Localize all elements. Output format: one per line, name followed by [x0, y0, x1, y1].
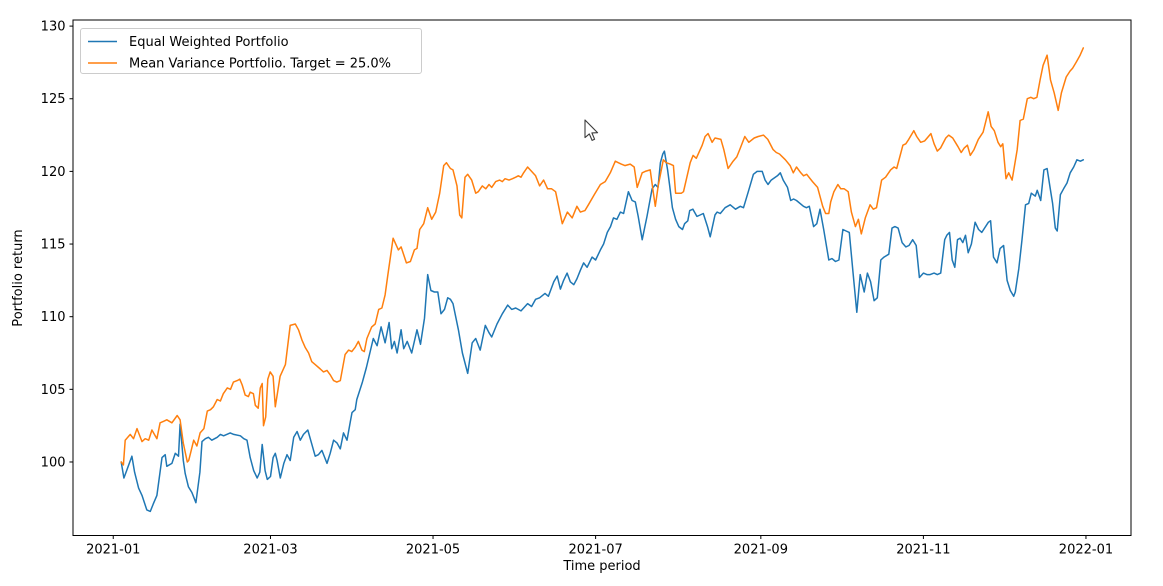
legend: Equal Weighted Portfolio Mean Variance P… [80, 28, 422, 74]
x-tick-label: 2021-09 [734, 543, 788, 558]
legend-label-mean-variance: Mean Variance Portfolio. Target = 25.0% [129, 57, 391, 72]
series-line-1 [120, 47, 1085, 466]
x-tick-label: 2021-01 [86, 543, 140, 558]
axes-spines [72, 19, 1132, 536]
x-axis-title: Time period [562, 559, 640, 574]
y-tick-label: 105 [41, 383, 66, 398]
plot-area [120, 47, 1085, 513]
x-tick-label: 2022-01 [1059, 543, 1113, 558]
x-tick-label: 2021-07 [568, 543, 622, 558]
y-tick-label: 100 [41, 455, 66, 470]
y-tick-label: 120 [41, 165, 66, 180]
x-tick-label: 2021-05 [406, 543, 460, 558]
y-tick-label: 110 [41, 310, 66, 325]
legend-box [80, 28, 422, 74]
mouse-cursor-icon [584, 119, 599, 141]
y-tick-label: 115 [41, 238, 66, 253]
y-axis-title: Portfolio return [11, 229, 26, 326]
x-axis: 2021-01 2021-03 2021-05 2021-07 2021-09 2021-… [86, 535, 1113, 558]
y-tick-label: 125 [41, 92, 66, 107]
y-axis: 100 105 110 115 120 125 130 [41, 20, 73, 470]
x-tick-label: 2021-11 [896, 543, 950, 558]
plot-frame [72, 19, 1132, 536]
series-line-0 [120, 150, 1085, 513]
legend-label-equal-weighted: Equal Weighted Portfolio [129, 35, 289, 50]
y-tick-label: 130 [41, 20, 66, 35]
x-tick-label: 2021-03 [243, 543, 297, 558]
